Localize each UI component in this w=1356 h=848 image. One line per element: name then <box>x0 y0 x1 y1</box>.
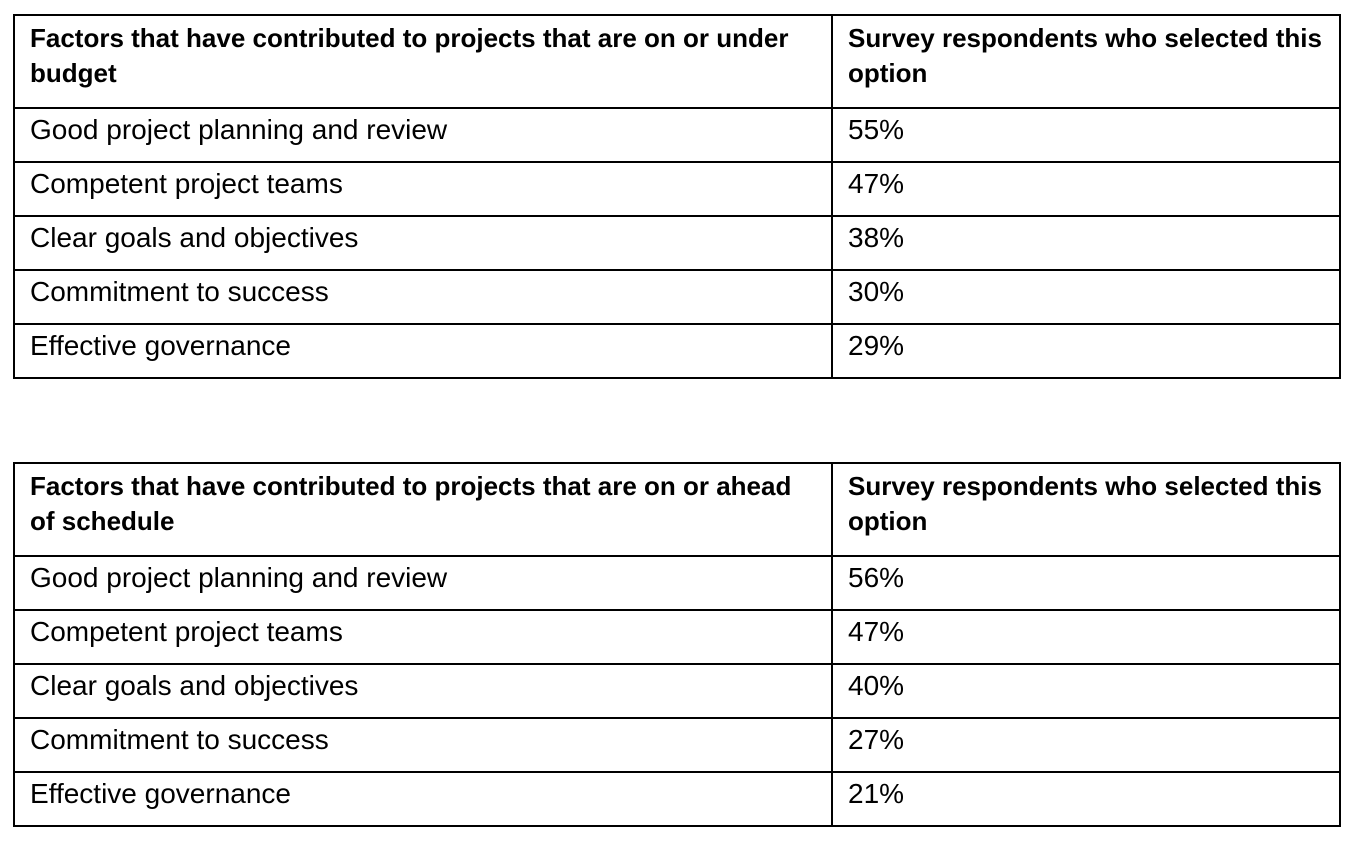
column-header-respondents: Survey respondents who selected this opt… <box>831 14 1341 109</box>
value-cell: 21% <box>831 771 1341 827</box>
factor-cell: Clear goals and objectives <box>13 215 833 271</box>
table-row: Good project planning and review 55% <box>13 107 1341 163</box>
value-cell: 30% <box>831 269 1341 325</box>
value-cell: 47% <box>831 161 1341 217</box>
table-header-row: Factors that have contributed to project… <box>13 462 1341 557</box>
table-row: Effective governance 21% <box>13 771 1341 827</box>
value-cell: 27% <box>831 717 1341 773</box>
table-row: Clear goals and objectives 38% <box>13 215 1341 271</box>
schedule-factors-table: Factors that have contributed to project… <box>13 462 1341 827</box>
column-header-respondents: Survey respondents who selected this opt… <box>831 462 1341 557</box>
table-row: Commitment to success 27% <box>13 717 1341 773</box>
table-row: Clear goals and objectives 40% <box>13 663 1341 719</box>
value-cell: 40% <box>831 663 1341 719</box>
factor-cell: Clear goals and objectives <box>13 663 833 719</box>
factor-cell: Commitment to success <box>13 717 833 773</box>
budget-factors-table: Factors that have contributed to project… <box>13 14 1341 379</box>
table-header-row: Factors that have contributed to project… <box>13 14 1341 109</box>
value-cell: 55% <box>831 107 1341 163</box>
table-row: Effective governance 29% <box>13 323 1341 379</box>
column-header-schedule-factors: Factors that have contributed to project… <box>13 462 833 557</box>
factor-cell: Good project planning and review <box>13 107 833 163</box>
table-row: Competent project teams 47% <box>13 609 1341 665</box>
value-cell: 29% <box>831 323 1341 379</box>
value-cell: 56% <box>831 555 1341 611</box>
value-cell: 38% <box>831 215 1341 271</box>
factor-cell: Effective governance <box>13 323 833 379</box>
factor-cell: Commitment to success <box>13 269 833 325</box>
factor-cell: Good project planning and review <box>13 555 833 611</box>
factor-cell: Competent project teams <box>13 609 833 665</box>
table-row: Competent project teams 47% <box>13 161 1341 217</box>
table-row: Good project planning and review 56% <box>13 555 1341 611</box>
value-cell: 47% <box>831 609 1341 665</box>
column-header-budget-factors: Factors that have contributed to project… <box>13 14 833 109</box>
factor-cell: Effective governance <box>13 771 833 827</box>
table-row: Commitment to success 30% <box>13 269 1341 325</box>
factor-cell: Competent project teams <box>13 161 833 217</box>
